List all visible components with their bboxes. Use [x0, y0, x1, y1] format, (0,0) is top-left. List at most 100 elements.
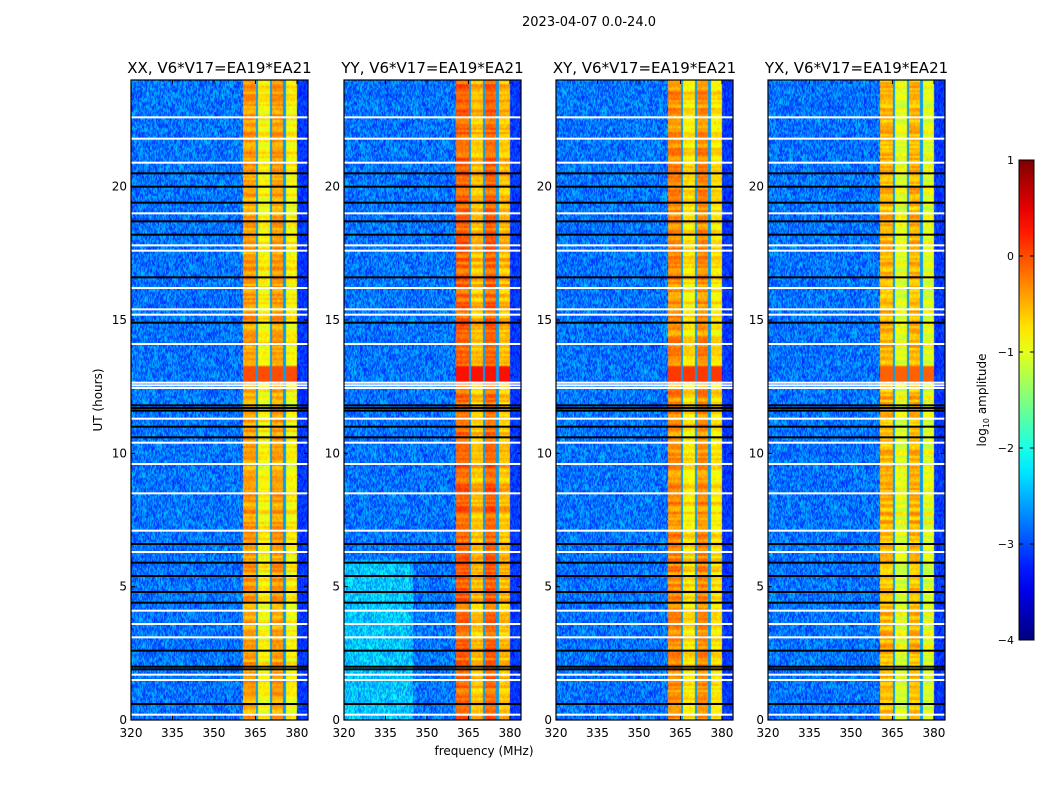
y-tick-label: 5	[756, 580, 764, 594]
flagged-row-white	[768, 343, 945, 345]
flagged-row-white	[131, 137, 308, 140]
flagged-row-black	[768, 409, 945, 412]
flagged-row-white	[768, 313, 945, 316]
flagged-row-white	[556, 529, 733, 532]
flagged-row-white	[131, 212, 308, 215]
flagged-row-white	[344, 343, 521, 345]
flagged-row-black	[131, 561, 308, 564]
flagged-row-white	[556, 679, 733, 681]
x-tick-label: 335	[374, 726, 397, 740]
flagged-row-white	[344, 679, 521, 681]
flagged-row-white	[131, 679, 308, 681]
flagged-row-white	[131, 623, 308, 625]
flagged-row-black	[131, 201, 308, 204]
x-tick-label: 350	[840, 726, 863, 740]
flagged-row-black	[344, 425, 521, 428]
flagged-row-white	[768, 212, 945, 215]
flagged-row-black	[556, 220, 733, 223]
flagged-row-black	[131, 185, 308, 188]
colorbar-gradient	[1018, 159, 1035, 641]
y-tick-label: 0	[119, 713, 127, 727]
flagged-row-black	[556, 409, 733, 412]
flagged-row-white	[131, 441, 308, 444]
flagged-row-black	[131, 425, 308, 428]
flagged-row-black	[131, 407, 308, 409]
y-tick-label: 20	[112, 180, 127, 194]
flagged-row-white	[131, 244, 308, 247]
figure-title: 2023-04-07 0.0-24.0	[522, 15, 656, 30]
flagged-row-white	[768, 417, 945, 420]
flagged-row-black	[131, 665, 308, 668]
flagged-row-white	[556, 137, 733, 140]
flagged-row-white	[768, 609, 945, 612]
x-tick-label: 365	[881, 726, 904, 740]
colorbar-tick-label: −2	[998, 442, 1014, 455]
y-tick-label: 0	[332, 713, 340, 727]
flagged-row-black	[344, 220, 521, 223]
flagged-row-white	[131, 116, 308, 119]
flagged-row-black	[131, 220, 308, 223]
flagged-row-white	[344, 636, 521, 639]
flagged-row-black	[556, 561, 733, 564]
flagged-row-white	[768, 623, 945, 625]
x-tick-label: 350	[203, 726, 226, 740]
x-tick-label: 350	[416, 726, 439, 740]
flagged-row-white	[768, 249, 945, 252]
x-tick-label: 365	[669, 726, 692, 740]
flagged-row-white	[768, 679, 945, 681]
x-tick-label: 320	[120, 726, 143, 740]
flagged-row-white	[556, 713, 733, 716]
flagged-row-white	[556, 212, 733, 215]
flagged-row-white	[131, 381, 308, 384]
flagged-row-white	[556, 623, 733, 625]
flagged-row-black	[131, 668, 308, 671]
flagged-row-black	[556, 185, 733, 188]
x-tick-label: 335	[161, 726, 184, 740]
flagged-row-white	[556, 249, 733, 252]
y-tick-label: 10	[325, 446, 340, 460]
x-axis-label: frequency (MHz)	[434, 744, 533, 758]
flagged-row-white	[344, 137, 521, 140]
flagged-row-black	[768, 665, 945, 668]
flagged-row-white	[768, 381, 945, 384]
flagged-row-black	[768, 436, 945, 439]
flagged-row-white	[556, 313, 733, 316]
flagged-row-white	[768, 308, 945, 311]
flagged-row-black	[556, 425, 733, 428]
panel-1: YY, V6*V17=EA19*EA21 320 335 350 365 380 0 5 10 1…	[325, 59, 524, 740]
y-tick-label: 0	[544, 713, 552, 727]
flagged-row-white	[344, 387, 521, 389]
flagged-row-black	[556, 649, 733, 652]
flagged-row-black	[344, 543, 521, 545]
flagged-row-white	[768, 116, 945, 119]
flagged-row-black	[768, 233, 945, 236]
flagged-row-black	[131, 276, 308, 279]
flagged-row-white	[556, 244, 733, 247]
flagged-row-black	[768, 561, 945, 564]
flagged-row-white	[556, 609, 733, 612]
flagged-row-black	[344, 703, 521, 705]
flagged-row-white	[556, 161, 733, 164]
flagged-row-black	[556, 601, 733, 604]
flagged-row-black	[131, 172, 308, 175]
flagged-row-black	[768, 703, 945, 705]
flagged-row-black	[556, 436, 733, 439]
flagged-row-black	[556, 172, 733, 175]
flagged-row-black	[344, 185, 521, 188]
flagged-row-black	[556, 201, 733, 204]
y-tick-label: 5	[544, 580, 552, 594]
y-tick-label: 20	[749, 180, 764, 194]
flagged-row-white	[344, 313, 521, 316]
flagged-row-white	[344, 384, 521, 387]
flagged-row-black	[556, 591, 733, 593]
flagged-row-white	[768, 551, 945, 553]
flagged-row-white	[768, 441, 945, 444]
flagged-row-white	[556, 287, 733, 289]
flagged-row-black	[768, 276, 945, 279]
flagged-row-black	[131, 649, 308, 652]
flagged-row-white	[768, 161, 945, 164]
y-tick-label: 10	[749, 446, 764, 460]
flagged-row-white	[768, 287, 945, 289]
flagged-row-black	[556, 233, 733, 236]
